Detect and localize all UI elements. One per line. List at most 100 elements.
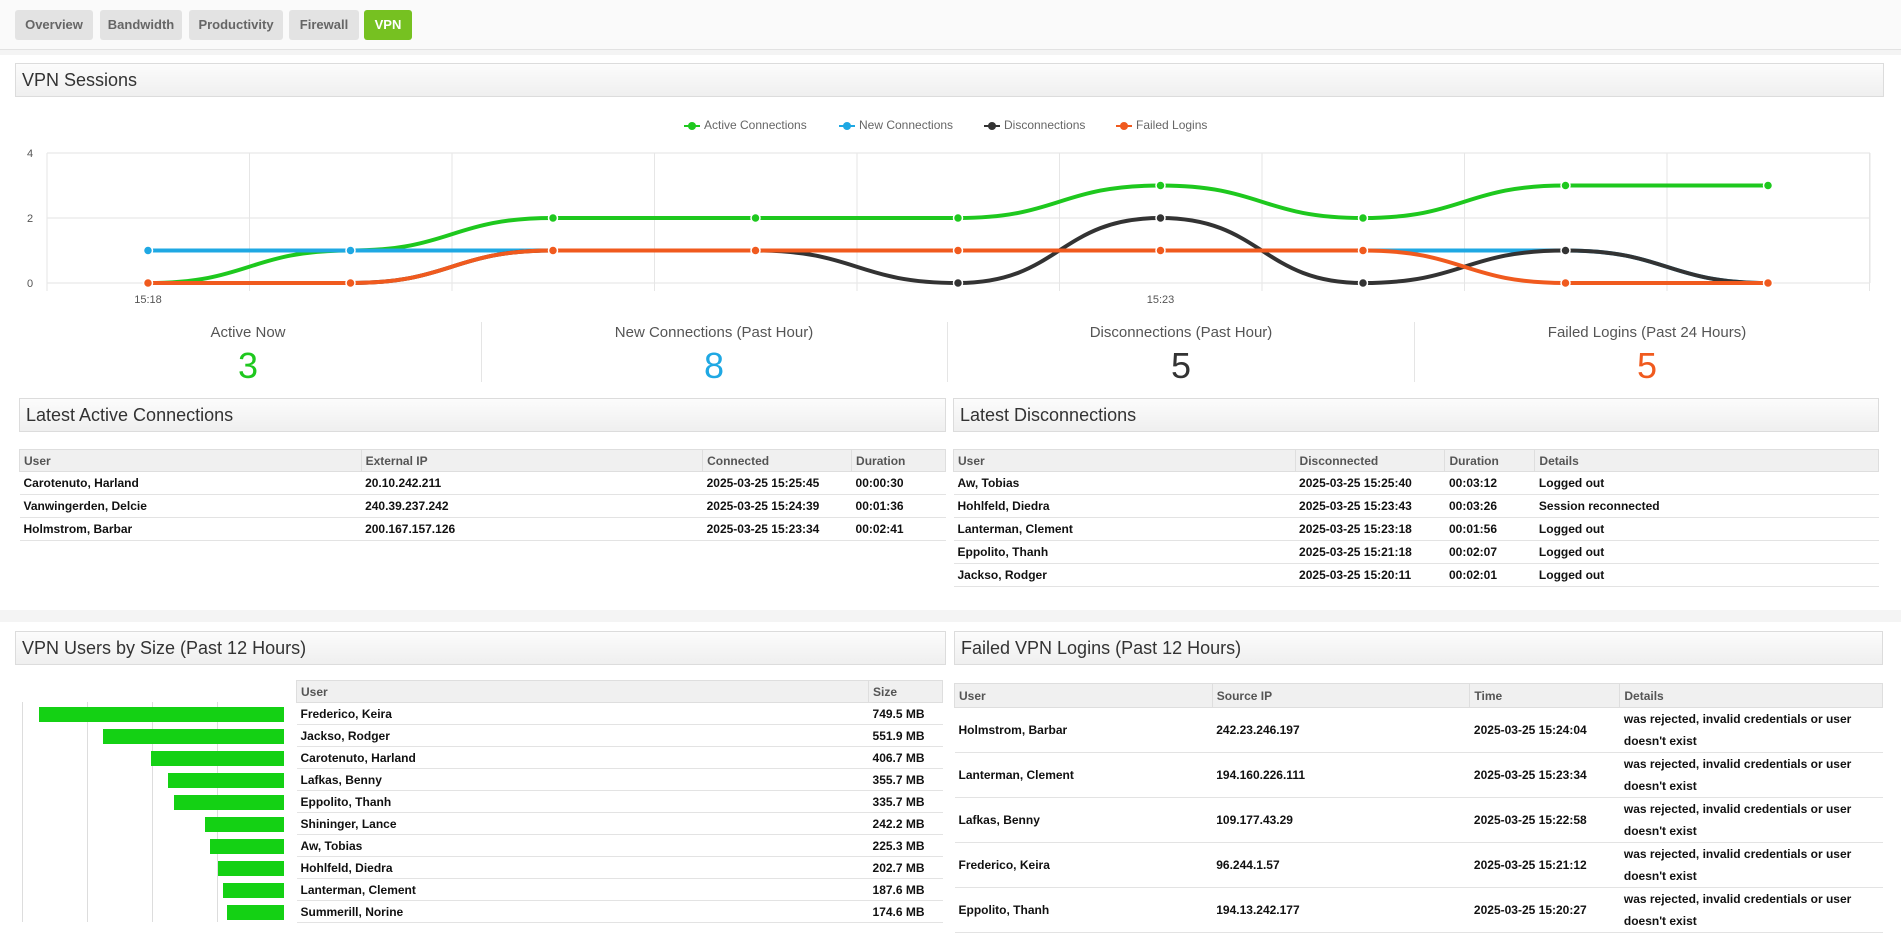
table-cell: 109.177.43.29 xyxy=(1212,797,1470,843)
table-row[interactable]: Shininger, Lance 242.2 MB xyxy=(296,812,943,835)
size-bar[interactable] xyxy=(103,729,284,744)
table-row[interactable]: Jackso, Rodger 551.9 MB xyxy=(296,724,943,747)
active_connections-header-0[interactable]: User xyxy=(19,449,362,472)
tab-vpn[interactable]: VPN xyxy=(364,10,412,40)
disconnections-header-2[interactable]: Duration xyxy=(1444,449,1536,472)
disconnections-header-0[interactable]: User xyxy=(953,449,1296,472)
table-row[interactable]: Lanterman, Clement 187.6 MB xyxy=(296,878,943,901)
size-bar[interactable] xyxy=(174,795,284,810)
table-cell: 96.244.1.57 xyxy=(1212,842,1470,888)
vpn-sessions-chart: 0 2 4 15:18 15:23 xyxy=(27,148,1871,305)
stat-value: 5 xyxy=(1170,345,1192,386)
table-cell: Jackso, Rodger xyxy=(953,563,1296,587)
table-row[interactable]: Hohlfeld, Diedra 2025-03-25 15:23:43 00:03… xyxy=(953,494,1879,518)
legend-marker-icon xyxy=(984,122,1000,130)
table-cell: Vanwingerden, Delcie xyxy=(19,494,362,518)
table-row[interactable]: Eppolito, Thanh 2025-03-25 15:21:18 00:02:… xyxy=(953,540,1879,564)
table-cell: was rejected, invalid credentials or use… xyxy=(1619,842,1883,888)
table-cell: Summerill, Norine xyxy=(296,900,869,923)
table-cell: Hohlfeld, Diedra xyxy=(296,856,869,879)
stat-divider xyxy=(947,322,948,382)
users-by-size-header-1[interactable]: Size xyxy=(868,680,943,703)
table-row[interactable]: Carotenuto, Harland 20.10.242.211 2025-03-… xyxy=(19,471,946,495)
tab-overview[interactable]: Overview xyxy=(15,10,93,40)
x-tick-label: 15:23 xyxy=(1147,294,1175,305)
table-row[interactable]: Vanwingerden, Delcie 240.39.237.242 2025-0… xyxy=(19,494,946,518)
table-row[interactable]: Eppolito, Thanh 335.7 MB xyxy=(296,790,943,813)
tab-productivity[interactable]: Productivity xyxy=(189,10,283,40)
table-row[interactable]: Aw, Tobias 2025-03-25 15:25:40 00:03:12 Log… xyxy=(953,471,1879,495)
users-by-size-header-0[interactable]: User xyxy=(295,680,870,703)
table-cell: 2025-03-25 15:21:18 xyxy=(1295,540,1445,564)
table-row[interactable]: Lanterman, Clement 194.160.226.111 2025-03… xyxy=(954,752,1883,798)
active_connections-header-1[interactable]: External IP xyxy=(360,449,704,472)
failed-logins-title: Failed VPN Logins (Past 12 Hours) xyxy=(954,631,1883,665)
table-cell: Logged out xyxy=(1534,563,1879,587)
active_connections-header-3[interactable]: Duration xyxy=(851,449,946,472)
disconnections-header-1[interactable]: Disconnected xyxy=(1294,449,1446,472)
size-bar[interactable] xyxy=(210,839,284,854)
legend-failed-logins[interactable]: Failed Logins xyxy=(1114,118,1207,132)
table-cell: Shininger, Lance xyxy=(296,812,869,835)
size-bar[interactable] xyxy=(204,817,284,832)
stat-divider xyxy=(481,322,482,382)
table-cell: 00:02:41 xyxy=(851,517,946,541)
table-row[interactable]: Hohlfeld, Diedra 202.7 MB xyxy=(296,856,943,879)
failed-logins-header-2[interactable]: Time xyxy=(1469,683,1621,708)
table-cell: 2025-03-25 15:20:11 xyxy=(1295,563,1445,587)
size-bar[interactable] xyxy=(38,707,284,722)
failed-logins-table: User Source IP Time Details Holmstrom, Barba… xyxy=(954,683,1883,933)
table-cell: Lafkas, Benny xyxy=(954,797,1213,843)
tab-firewall[interactable]: Firewall xyxy=(289,10,359,40)
stat-label: Active Now xyxy=(210,324,286,341)
table-row[interactable]: Lafkas, Benny 355.7 MB xyxy=(296,768,943,791)
table-cell: Holmstrom, Barbar xyxy=(954,707,1213,753)
table-row[interactable]: Jackso, Rodger 2025-03-25 15:20:11 00:02:0… xyxy=(953,563,1879,587)
legend-marker-icon xyxy=(839,122,855,130)
users-by-size-title: VPN Users by Size (Past 12 Hours) xyxy=(15,631,946,665)
table-row[interactable]: Lanterman, Clement 2025-03-25 15:23:18 00:… xyxy=(953,517,1879,541)
size-bar[interactable] xyxy=(226,905,284,920)
series-point-0 xyxy=(547,212,559,224)
legend-active-connections[interactable]: Active Connections xyxy=(682,118,807,132)
size-bar[interactable] xyxy=(217,861,284,876)
bar-gridline xyxy=(152,702,153,922)
table-row[interactable]: Holmstrom, Barbar 200.167.157.126 2025-03-… xyxy=(19,517,946,541)
table-row[interactable]: Carotenuto, Harland 406.7 MB xyxy=(296,746,943,769)
table-cell: 2025-03-25 15:21:12 xyxy=(1469,842,1620,888)
table-row[interactable]: Lafkas, Benny 109.177.43.29 2025-03-25 15:… xyxy=(954,797,1883,843)
table-cell: 00:03:12 xyxy=(1444,471,1535,495)
size-bar[interactable] xyxy=(222,883,284,898)
table-cell: 00:02:07 xyxy=(1444,540,1535,564)
legend-disconnections[interactable]: Disconnections xyxy=(982,118,1085,132)
table-cell: 2025-03-25 15:24:04 xyxy=(1469,707,1620,753)
table-row[interactable]: Eppolito, Thanh 194.13.242.177 2025-03-25 … xyxy=(954,887,1883,933)
stat-value: 5 xyxy=(1636,345,1658,386)
legend-new-connections[interactable]: New Connections xyxy=(837,118,953,132)
table-row[interactable]: Holmstrom, Barbar 242.23.246.197 2025-03-2… xyxy=(954,707,1883,753)
table-row[interactable]: Aw, Tobias 225.3 MB xyxy=(296,834,943,857)
table-cell: 00:03:26 xyxy=(1444,494,1535,518)
disconnections-header-3[interactable]: Details xyxy=(1534,449,1879,472)
table-row[interactable]: Frederico, Keira 96.244.1.57 2025-03-25 15… xyxy=(954,842,1883,888)
table-cell: Lanterman, Clement xyxy=(953,517,1296,541)
series-line-0 xyxy=(147,183,1768,285)
series-point-0 xyxy=(1155,180,1166,191)
failed-logins-header-3[interactable]: Details xyxy=(1619,683,1883,708)
table-row[interactable]: Summerill, Norine 174.6 MB xyxy=(296,900,943,923)
tab-bandwidth[interactable]: Bandwidth xyxy=(100,10,182,40)
active_connections-header-2[interactable]: Connected xyxy=(702,449,853,472)
table-cell: 00:02:01 xyxy=(1444,563,1535,587)
chart-legend: Active Connections New Connections Disco… xyxy=(0,118,1901,136)
size-bar[interactable] xyxy=(150,751,284,766)
stat-label: Disconnections (Past Hour) xyxy=(1089,324,1273,341)
table-row[interactable]: Frederico, Keira 749.5 MB xyxy=(296,702,943,725)
table-cell: was rejected, invalid credentials or use… xyxy=(1619,752,1883,798)
series-point-1 xyxy=(142,245,154,256)
failed-logins-header-1[interactable]: Source IP xyxy=(1211,683,1471,708)
size-bar[interactable] xyxy=(167,773,284,788)
stat-value: 3 xyxy=(237,345,259,386)
failed-logins-header-0[interactable]: User xyxy=(954,683,1213,708)
table-cell: Carotenuto, Harland xyxy=(296,746,869,769)
table-cell: 551.9 MB xyxy=(868,724,943,747)
